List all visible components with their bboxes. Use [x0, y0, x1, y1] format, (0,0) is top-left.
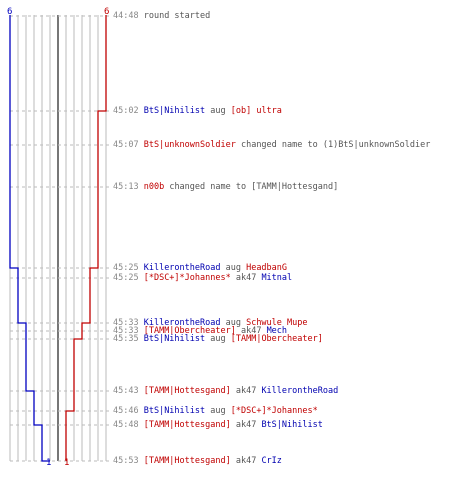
event-time: 45:35 — [113, 334, 144, 344]
event-row: 45:43 [TAMM|Hottesgand] ak47 Killeronthe… — [113, 386, 338, 396]
event-time: 45:53 — [113, 456, 144, 466]
event-row: 45:46 BtS|Nihilist aug [*DSC+]*Johannes* — [113, 406, 318, 416]
event-time: 45:25 — [113, 263, 144, 273]
event-text: aug — [220, 263, 247, 273]
player-name: n00b — [143, 182, 165, 192]
red-team-start-count: 6 — [104, 7, 110, 17]
event-text: ak47 — [230, 420, 262, 430]
player-name: [*DSC+]*Johannes* — [230, 406, 318, 416]
event-time: 45:25 — [113, 273, 144, 283]
event-row: 45:13 n00b changed name to [TAMM|Hottesg… — [113, 182, 338, 192]
player-name: BtS|unknownSoldier — [143, 140, 236, 150]
event-time: 44:48 — [113, 11, 144, 21]
event-row: 45:33 [TAMM|Obercheater] ak47 Mech — [113, 326, 287, 336]
blue-team-end-count: 1 — [46, 458, 52, 468]
player-name: KillerontheRoad — [143, 263, 221, 273]
red-team-alive-line — [65, 15, 107, 461]
event-text: aug — [205, 334, 231, 344]
player-name: Mitnal — [261, 273, 293, 283]
event-time: 45:46 — [113, 406, 144, 416]
event-text: aug — [205, 106, 231, 116]
event-time: 45:33 — [113, 326, 144, 336]
player-name: [TAMM|Obercheater] — [143, 326, 236, 336]
event-row: 45:53 [TAMM|Hottesgand] ak47 CrIz — [113, 456, 282, 466]
event-text: round started — [143, 11, 211, 21]
event-text: ak47 — [230, 273, 262, 283]
event-row: 45:48 [TAMM|Hottesgand] ak47 BtS|Nihilis… — [113, 420, 323, 430]
player-name: [ob] ultra — [230, 106, 282, 116]
player-name: [*DSC+]*Johannes* — [143, 273, 231, 283]
event-text: changed name to (1)BtS|unknownSoldier — [235, 140, 431, 150]
event-row: 45:02 BtS|Nihilist aug [ob] ultra — [113, 106, 282, 116]
event-time: 45:13 — [113, 182, 144, 192]
event-text: aug — [220, 318, 247, 328]
blue-team-alive-line — [9, 15, 50, 462]
event-time: 45:07 — [113, 140, 144, 150]
player-name: BtS|Nihilist — [261, 420, 323, 430]
event-row: 45:25 KillerontheRoad aug HeadbanG — [113, 263, 287, 273]
event-text: ak47 — [230, 456, 262, 466]
player-name: HeadbanG — [246, 263, 288, 273]
event-row: 45:33 KillerontheRoad aug Schwule Mupe — [113, 318, 308, 328]
event-text: aug — [205, 406, 231, 416]
event-row: 45:35 BtS|Nihilist aug [TAMM|Obercheater… — [113, 334, 323, 344]
event-text: changed name to [TAMM|Hottesgand] — [164, 182, 339, 192]
player-name: [TAMM|Hottesgand] — [143, 456, 231, 466]
player-name: KillerontheRoad — [143, 318, 221, 328]
red-team-end-count: 1 — [64, 458, 70, 468]
event-row: 45:07 BtS|unknownSoldier changed name to… — [113, 140, 430, 150]
player-name: BtS|Nihilist — [143, 106, 206, 116]
event-time: 45:48 — [113, 420, 144, 430]
player-name: BtS|Nihilist — [143, 406, 206, 416]
player-name: [TAMM|Hottesgand] — [143, 386, 231, 396]
event-time: 45:33 — [113, 318, 144, 328]
player-name: Schwule Mupe — [246, 318, 308, 328]
player-name: Mech — [266, 326, 288, 336]
player-name: [TAMM|Obercheater] — [230, 334, 323, 344]
player-name: BtS|Nihilist — [143, 334, 206, 344]
event-time: 45:02 — [113, 106, 144, 116]
event-row: 45:25 [*DSC+]*Johannes* ak47 Mitnal — [113, 273, 292, 283]
event-text: ak47 — [235, 326, 267, 336]
player-name: CrIz — [261, 456, 282, 466]
player-name: [TAMM|Hottesgand] — [143, 420, 231, 430]
event-time: 45:43 — [113, 386, 144, 396]
event-row: 44:48 round started — [113, 11, 210, 21]
player-name: KillerontheRoad — [261, 386, 339, 396]
blue-team-start-count: 6 — [7, 7, 13, 17]
event-text: ak47 — [230, 386, 262, 396]
